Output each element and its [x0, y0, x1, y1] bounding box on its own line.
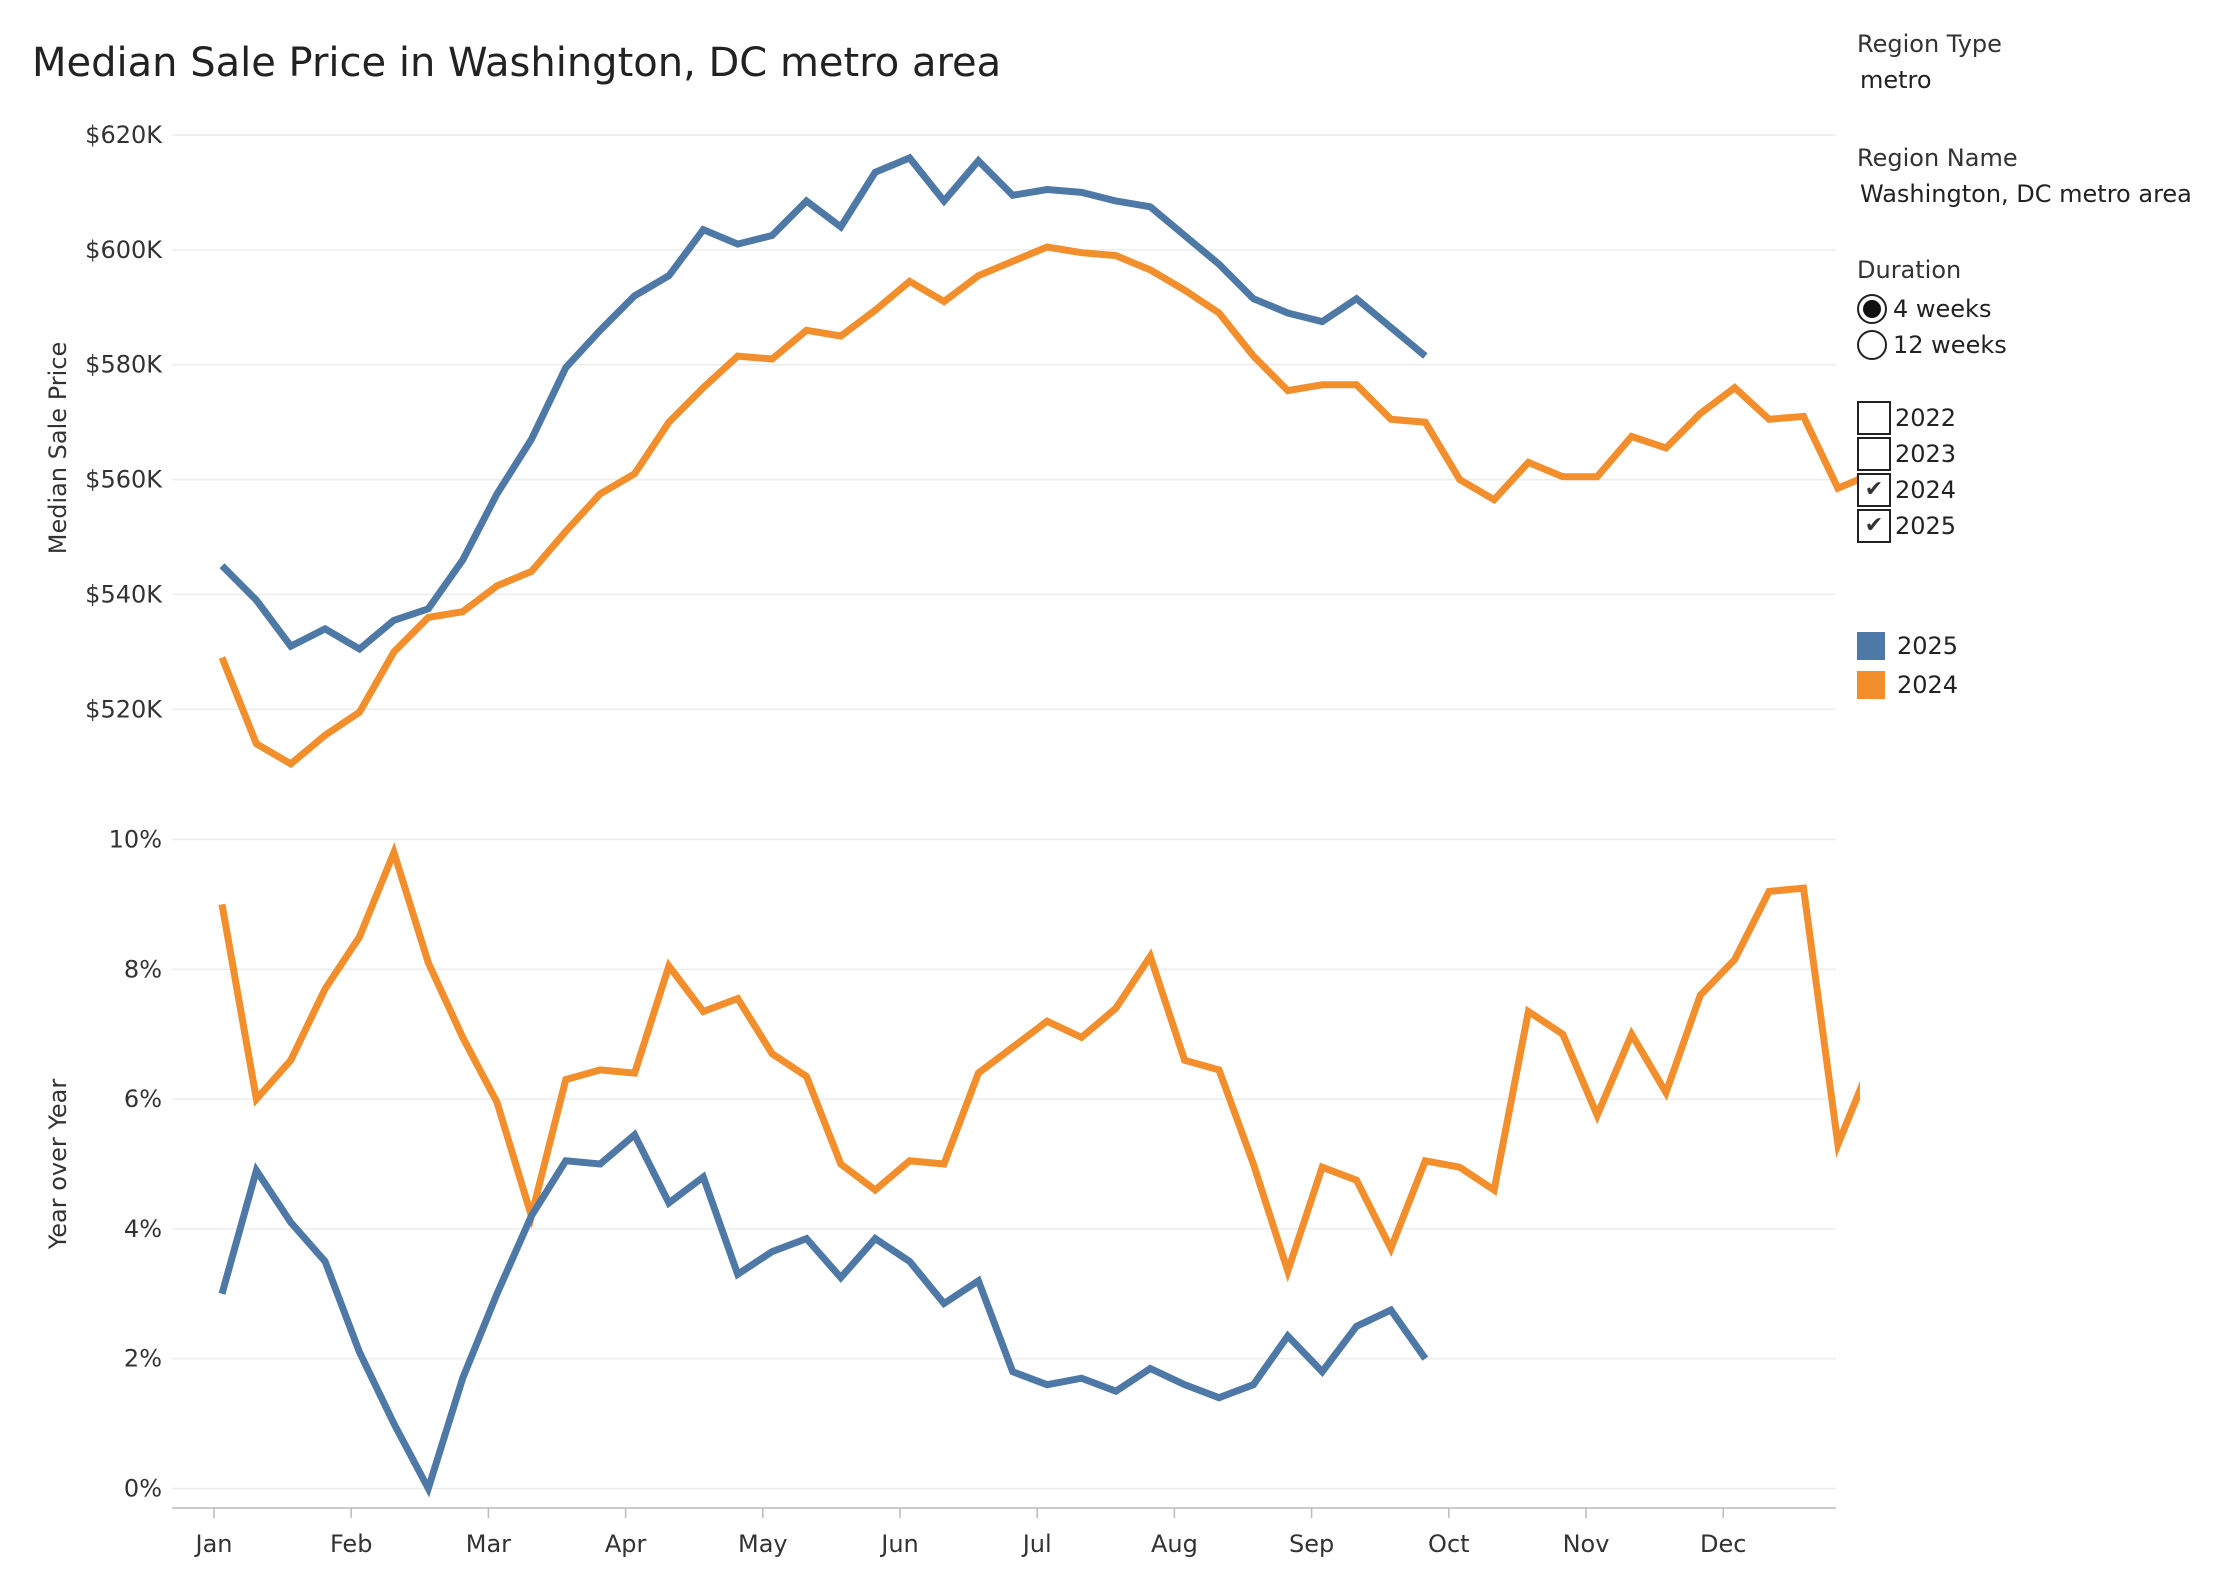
legend-swatch-2025 — [1857, 632, 1885, 660]
checkmark-icon: ✔ — [1864, 513, 1884, 538]
radio-button[interactable] — [1857, 330, 1887, 360]
year-filter-2022[interactable]: 2022 — [1857, 401, 1956, 435]
x-tick-label: Sep — [1289, 1530, 1334, 1558]
year-filter-2023[interactable]: 2023 — [1857, 437, 1956, 471]
y-tick-label: 2% — [124, 1345, 162, 1373]
year-option-label: 2025 — [1895, 512, 1957, 540]
checkbox[interactable]: ✔ — [1857, 509, 1891, 543]
duration-option-12-weeks[interactable]: 12 weeks — [1857, 328, 2007, 362]
chart-canvas: $520K $540K $560K $580K $600K $620K Median Sal… — [44, 121, 1860, 1558]
y-tick-label: 8% — [124, 955, 162, 983]
duration-option-4-weeks[interactable]: 4 weeks — [1857, 292, 1991, 326]
chart-title: Median Sale Price in Washington, DC metr… — [32, 40, 1002, 86]
y-tick-label: $560K — [85, 466, 163, 494]
duration-option-label: 12 weeks — [1893, 331, 2007, 359]
y-tick-label: $600K — [85, 236, 163, 264]
region-name-label: Region Name — [1857, 144, 2018, 172]
checkbox[interactable] — [1857, 437, 1891, 471]
y-axis-title: Year over Year — [44, 1079, 72, 1251]
radio-button[interactable] — [1857, 294, 1887, 324]
x-tick-label: Dec — [1700, 1530, 1746, 1558]
y-tick-label: $580K — [85, 351, 163, 379]
legend-label: 2024 — [1897, 671, 1959, 699]
legend-label: 2025 — [1897, 632, 1959, 660]
x-tick-label: Aug — [1151, 1530, 1198, 1558]
x-tick-label: Feb — [330, 1530, 373, 1558]
y-tick-label: 6% — [124, 1085, 162, 1113]
region-type-value[interactable]: metro — [1860, 66, 1932, 94]
legend-item-2025[interactable]: 2025 — [1857, 629, 1958, 663]
series-line-2025-yoy[interactable] — [218, 1129, 1429, 1498]
region-name-value[interactable]: Washington, DC metro area — [1860, 180, 2192, 208]
x-tick-label: Jul — [1021, 1530, 1052, 1558]
series-line-2024-yoy[interactable] — [218, 842, 1860, 1283]
year-option-label: 2023 — [1895, 440, 1957, 468]
series-line-2025-price[interactable] — [219, 153, 1428, 654]
x-tick-label: Nov — [1563, 1530, 1610, 1558]
x-tick-label: Oct — [1428, 1530, 1470, 1558]
year-option-label: 2022 — [1895, 404, 1957, 432]
series-line-2024-price[interactable] — [218, 243, 1860, 769]
x-tick-label: Jun — [879, 1530, 919, 1558]
duration-option-label: 4 weeks — [1893, 295, 1992, 323]
y-tick-label: $520K — [85, 695, 163, 723]
y-tick-label: $540K — [85, 580, 163, 608]
x-tick-label: Jan — [194, 1530, 233, 1558]
year-filter-2024[interactable]: ✔ 2024 — [1857, 473, 1956, 507]
x-tick-label: Apr — [605, 1530, 647, 1558]
legend-item-2024[interactable]: 2024 — [1857, 668, 1958, 702]
checkbox[interactable]: ✔ — [1857, 473, 1891, 507]
checkbox[interactable] — [1857, 401, 1891, 435]
y-tick-label: 4% — [124, 1215, 162, 1243]
x-tick-label: May — [738, 1530, 788, 1558]
y-tick-label: $620K — [85, 121, 163, 149]
duration-label: Duration — [1857, 256, 1962, 284]
y-axis-title: Median Sale Price — [44, 342, 72, 554]
y-tick-label: 0% — [124, 1475, 162, 1503]
region-type-label: Region Type — [1857, 30, 2002, 58]
year-filter-2025[interactable]: ✔ 2025 — [1857, 509, 1956, 543]
year-option-label: 2024 — [1895, 476, 1957, 504]
x-tick-label: Mar — [466, 1530, 511, 1558]
checkmark-icon: ✔ — [1864, 477, 1884, 502]
legend-swatch-2024 — [1857, 671, 1885, 699]
radio-selected-dot — [1863, 300, 1881, 318]
y-tick-label: 10% — [109, 825, 162, 853]
